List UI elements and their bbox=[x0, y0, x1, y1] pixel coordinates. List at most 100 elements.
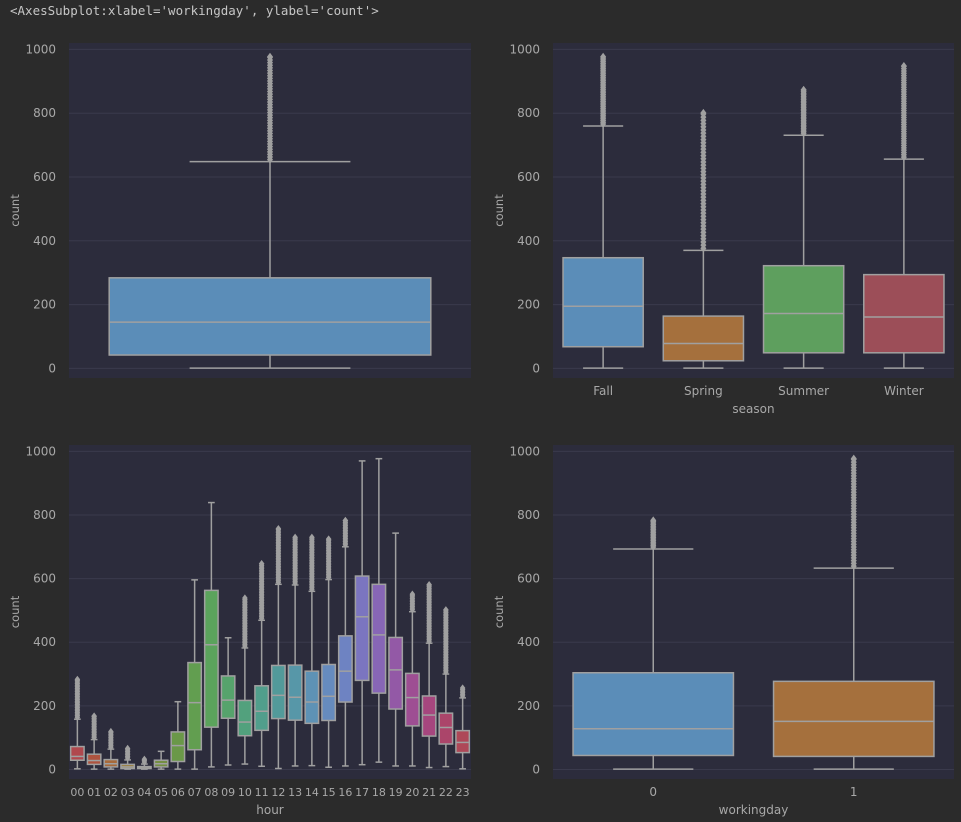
x-tick-label: 03 bbox=[121, 786, 135, 799]
outlier-point bbox=[267, 52, 273, 61]
box-Summer bbox=[762, 85, 845, 369]
x-tick-label: 23 bbox=[456, 786, 470, 799]
y-tick-label: 600 bbox=[33, 170, 56, 184]
box-09 bbox=[220, 637, 236, 766]
box-11 bbox=[254, 559, 270, 768]
iqr-box bbox=[203, 589, 219, 728]
y-tick-label: 1000 bbox=[25, 42, 56, 56]
x-tick-label: 16 bbox=[338, 786, 352, 799]
outliers bbox=[258, 559, 265, 622]
outliers bbox=[74, 675, 81, 721]
x-tick-label: 09 bbox=[221, 786, 235, 799]
y-tick-label: 600 bbox=[33, 572, 56, 586]
y-tick-label: 200 bbox=[33, 298, 56, 312]
x-tick-label: 12 bbox=[271, 786, 285, 799]
outliers bbox=[650, 516, 657, 552]
iqr-box bbox=[421, 695, 437, 737]
outlier-point bbox=[443, 606, 449, 614]
y-tick-label: 200 bbox=[33, 699, 56, 713]
outlier-point bbox=[91, 712, 97, 720]
outlier-point bbox=[292, 533, 298, 541]
outliers bbox=[124, 744, 131, 762]
x-tick-label: Winter bbox=[884, 384, 924, 398]
outlier-point bbox=[426, 580, 432, 589]
iqr-box bbox=[170, 731, 186, 763]
y-tick-label: 1000 bbox=[25, 444, 56, 458]
box-23 bbox=[455, 684, 471, 770]
x-tick-label: 15 bbox=[322, 786, 336, 799]
y-tick-label: 800 bbox=[517, 106, 540, 120]
outlier-point bbox=[409, 590, 416, 598]
outliers bbox=[409, 590, 416, 614]
outliers bbox=[900, 61, 907, 162]
y-tick-label: 0 bbox=[48, 762, 56, 776]
y-axis-label: count bbox=[8, 595, 22, 628]
x-tick-label: 14 bbox=[305, 786, 319, 799]
box-21 bbox=[421, 580, 437, 769]
iqr-box bbox=[438, 712, 454, 745]
outlier-point bbox=[124, 744, 131, 753]
iqr-box bbox=[254, 685, 270, 732]
y-axis-label: count bbox=[492, 194, 506, 227]
y-tick-label: 200 bbox=[517, 298, 540, 312]
box-20 bbox=[404, 590, 420, 767]
y-tick-label: 400 bbox=[517, 635, 540, 649]
iqr-box bbox=[237, 699, 253, 737]
outlier-point bbox=[141, 755, 148, 763]
x-tick-label: 05 bbox=[154, 786, 168, 799]
iqr-box bbox=[304, 670, 320, 725]
outlier-point bbox=[700, 108, 707, 117]
iqr-box bbox=[562, 256, 644, 348]
outlier-point bbox=[800, 85, 807, 94]
box-05 bbox=[153, 750, 169, 770]
x-tick-label: 21 bbox=[422, 786, 436, 799]
iqr-box bbox=[455, 729, 471, 754]
outliers bbox=[108, 727, 114, 751]
box-16 bbox=[337, 516, 353, 767]
iqr-box bbox=[86, 753, 102, 766]
iqr-box bbox=[108, 277, 432, 356]
iqr-box bbox=[772, 680, 935, 758]
iqr-box bbox=[321, 663, 337, 722]
outliers bbox=[275, 524, 282, 587]
y-tick-label: 0 bbox=[532, 361, 540, 375]
outliers bbox=[325, 535, 332, 582]
iqr-box bbox=[270, 664, 286, 720]
iqr-box bbox=[337, 635, 353, 703]
y-axis-label: count bbox=[492, 595, 506, 628]
outlier-point bbox=[242, 594, 248, 602]
box-15 bbox=[321, 535, 337, 768]
subplot-4: 0 200 400 600 800 1000 count workingday 0 1 bbox=[492, 444, 954, 817]
subplot-2: 0 200 400 600 800 1000 count season Fall Spring Su… bbox=[492, 42, 954, 416]
x-tick-label: 07 bbox=[188, 786, 202, 799]
y-tick-label: 1000 bbox=[509, 42, 540, 56]
outliers bbox=[426, 580, 432, 645]
x-axis-label: season bbox=[732, 402, 774, 416]
box-01 bbox=[86, 712, 102, 770]
x-tick-label: 13 bbox=[288, 786, 302, 799]
y-tick-label: 600 bbox=[517, 572, 540, 586]
outliers bbox=[91, 712, 97, 742]
outlier-point bbox=[325, 535, 332, 543]
outlier-point bbox=[74, 675, 81, 684]
box-17 bbox=[354, 460, 370, 766]
axes-background bbox=[69, 445, 471, 779]
y-tick-label: 600 bbox=[517, 170, 540, 184]
box-08 bbox=[203, 501, 219, 768]
outlier-point bbox=[459, 684, 466, 692]
outliers bbox=[600, 52, 607, 128]
y-tick-label: 800 bbox=[33, 508, 56, 522]
box-Fall bbox=[562, 52, 644, 369]
x-tick-label: 1 bbox=[850, 785, 858, 799]
iqr-box bbox=[404, 672, 420, 727]
x-tick-label: Summer bbox=[778, 384, 829, 398]
outlier-point bbox=[600, 52, 607, 61]
outlier-point bbox=[108, 727, 114, 736]
outlier-point bbox=[309, 533, 315, 541]
x-tick-label: 18 bbox=[372, 786, 386, 799]
box-Winter bbox=[863, 61, 945, 369]
iqr-box bbox=[662, 315, 745, 362]
y-tick-label: 400 bbox=[33, 635, 56, 649]
outliers bbox=[242, 594, 248, 650]
outlier-point bbox=[900, 61, 907, 70]
